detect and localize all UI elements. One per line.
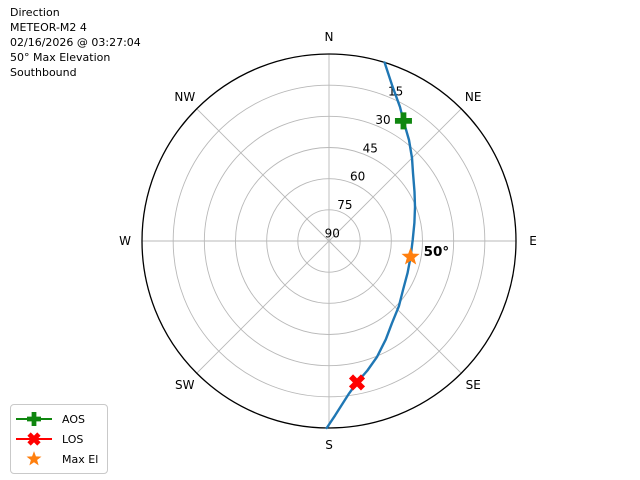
legend-marker-star-icon — [26, 451, 42, 466]
pass-info-satellite: METEOR-M2 4 — [10, 21, 87, 34]
azimuth-spoke-315 — [196, 108, 330, 242]
compass-label-E: E — [529, 234, 537, 248]
legend-label-aos: AOS — [62, 412, 85, 426]
compass-label-S: S — [325, 438, 333, 452]
los-marker — [348, 374, 366, 391]
horizon-circle — [141, 53, 517, 429]
ring-label-45: 45 — [363, 141, 378, 155]
compass-label-SE: SE — [466, 378, 481, 392]
los-x-icon — [16, 432, 52, 446]
compass-label-N: N — [325, 30, 334, 44]
compass-label-NE: NE — [465, 90, 482, 104]
legend-label-maxel: Max El — [62, 452, 99, 466]
legend-item-aos: AOS — [11, 409, 107, 429]
legend-marker-x-icon — [27, 432, 41, 446]
pass-info-timestamp: 02/16/2026 @ 03:27:04 — [10, 36, 141, 49]
aos-plus-icon — [16, 412, 52, 426]
compass-label-W: W — [119, 234, 131, 248]
ring-label-60: 60 — [350, 170, 365, 184]
legend-marker-plus-icon — [27, 412, 41, 426]
compass-label-SW: SW — [175, 378, 195, 392]
pass-info-block: Direction METEOR-M2 4 02/16/2026 @ 03:27… — [10, 5, 141, 80]
azimuth-spoke-225 — [196, 240, 330, 374]
max-el-marker — [401, 247, 420, 265]
ring-label-75: 75 — [337, 198, 352, 212]
pass-info-direction: Southbound — [10, 66, 77, 79]
aos-marker — [394, 112, 412, 130]
pass-info-max-elevation: 50° Max Elevation — [10, 51, 111, 64]
ring-label-90: 90 — [325, 227, 340, 241]
compass-label-NW: NW — [174, 90, 195, 104]
legend: AOS LOS Max El — [10, 404, 108, 474]
ring-label-30: 30 — [375, 113, 390, 127]
max-elevation-annotation: 50° — [424, 244, 450, 260]
legend-item-maxel: Max El — [11, 449, 107, 469]
max-el-star-icon — [26, 451, 42, 466]
pass-info-title: Direction — [10, 6, 60, 19]
legend-item-los: LOS — [11, 429, 107, 449]
legend-label-los: LOS — [62, 432, 84, 446]
azimuth-spoke-45 — [328, 108, 462, 242]
azimuth-spoke-135 — [328, 240, 462, 374]
